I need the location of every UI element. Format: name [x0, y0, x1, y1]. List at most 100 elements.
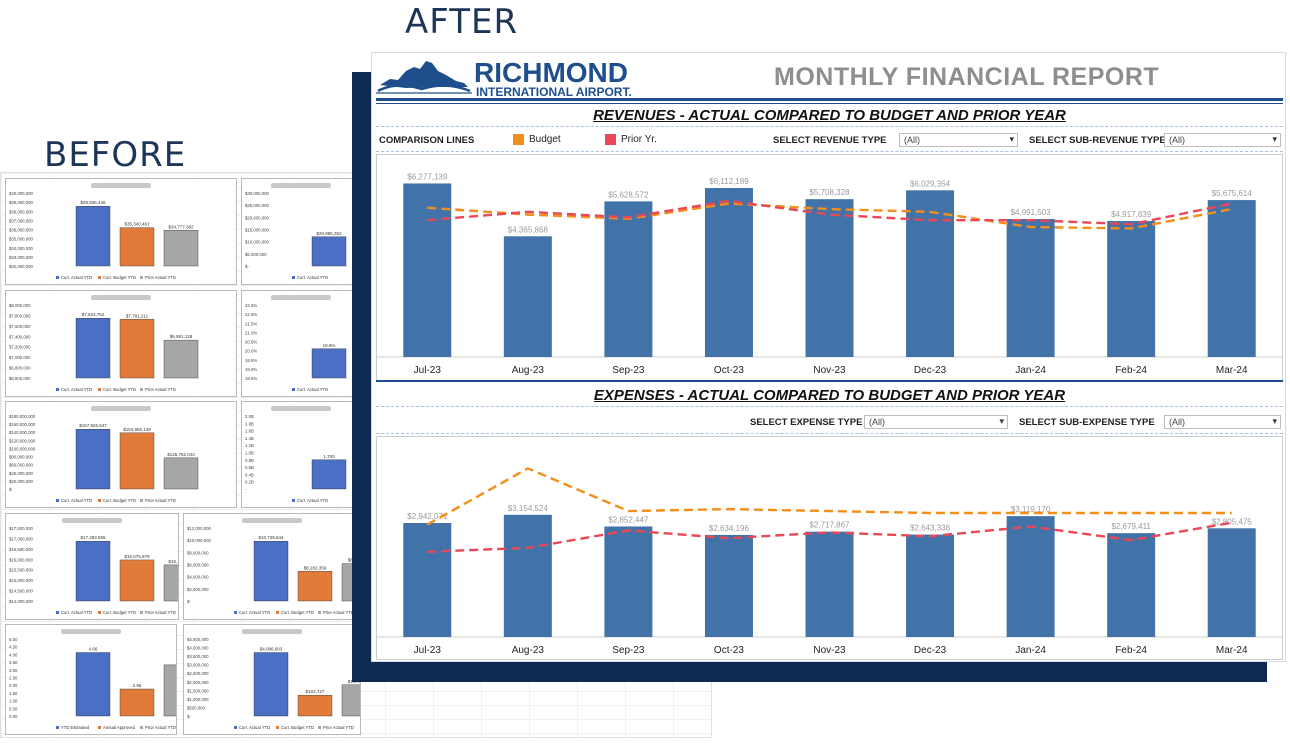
before-bar-label: $8,282,359 — [304, 565, 327, 570]
report-title: MONTHLY FINANCIAL REPORT — [774, 63, 1160, 91]
before-bar-label: 1,700 — [323, 454, 335, 459]
blurred-title — [61, 629, 121, 634]
before-bar-label: $7,781,211 — [126, 313, 149, 318]
blurred-title — [271, 183, 331, 188]
before-bar — [341, 684, 360, 717]
before-y-tick: $7,800,000 — [9, 313, 31, 318]
before-bar — [163, 664, 176, 717]
before-y-tick: $180,000,000 — [9, 414, 36, 419]
before-bar — [311, 348, 347, 379]
before-bar-label: $10,729,644 — [258, 535, 284, 540]
before-bar-label: 2.95 — [133, 683, 142, 688]
before-legend-label: Curr. Actual YTD — [239, 610, 270, 615]
before-legend-swatch — [56, 499, 59, 502]
before-y-tick: 20.0% — [245, 349, 257, 354]
logo-subtitle: INTERNATIONAL AIRPORT. — [476, 85, 632, 99]
sub-revenue-type-dropdown[interactable]: (All) ▾ — [1164, 133, 1281, 147]
before-chart: 22.5% 22.0% 21.5% 21.0% 20.5% 20.0% 19.5% 19.0%… — [241, 290, 361, 397]
before-legend-label: Prior Actual YTD — [145, 725, 176, 730]
bar-label: $2,852,447 — [608, 515, 649, 524]
bar-label: $6,112,189 — [709, 177, 749, 186]
before-legend-label: Curr. Actual YTD — [61, 387, 92, 392]
revenues-title: REVENUES - ACTUAL COMPARED TO BUDGET AND… — [593, 107, 1066, 124]
x-tick-label: Dec-23 — [914, 645, 947, 656]
before-y-tick: $5,000,000 — [245, 252, 267, 257]
before-y-tick: $32,000,000 — [9, 264, 34, 269]
expense-type-dropdown[interactable]: (All) ▾ — [864, 415, 1008, 429]
before-y-tick: $40,000,000 — [9, 191, 34, 196]
revenues-chart: $6,277,139 Jul-23 $4,365,868 Aug-23 $5,628,5… — [377, 172, 1282, 376]
before-bar — [297, 694, 333, 717]
before-legend-label: Curr. Budget YTD — [281, 725, 314, 730]
chevron-down-icon: ▾ — [1009, 134, 1014, 144]
blurred-title — [62, 518, 122, 523]
before-bar — [163, 230, 199, 267]
before-y-tick: $34,000,000 — [9, 246, 34, 251]
before-y-tick: $15,500,000 — [9, 568, 34, 573]
before-legend-swatch — [98, 499, 101, 502]
revenue-type-value: (All) — [904, 135, 920, 145]
before-legend-swatch — [140, 726, 143, 729]
before-y-tick: $20,000,000 — [9, 479, 34, 484]
blurred-title — [242, 629, 302, 634]
before-bar-label: $15,122,381 — [168, 559, 178, 564]
before-y-tick: 2.50 — [9, 676, 18, 681]
before-y-tick: $140,000,000 — [9, 430, 36, 435]
before-y-tick: $12,000,000 — [187, 526, 212, 531]
x-tick-label: Sep-23 — [612, 645, 645, 656]
before-y-tick: 2.0B — [245, 414, 254, 419]
before-y-tick: $30,000,000 — [245, 191, 270, 196]
before-y-tick: 1.6B — [245, 429, 254, 434]
x-tick-label: Jul-23 — [414, 365, 442, 376]
expenses-chart-panel: $2,942,071 Jul-23 $3,154,524 Aug-23 $2,852,4… — [376, 436, 1283, 660]
before-legend-swatch — [318, 726, 321, 729]
x-tick-label: Nov-23 — [813, 365, 846, 376]
before-y-tick: 1.4B — [245, 436, 254, 441]
before-legend-label: Prior Actual YTD — [145, 275, 176, 280]
bar — [503, 514, 552, 637]
before-bar — [119, 432, 155, 490]
before-y-tick: $1,000,000 — [187, 697, 209, 702]
before-bar-label: $15,575,979 — [124, 554, 150, 559]
expenses-title: EXPENSES - ACTUAL COMPARED TO BUDGET AND… — [593, 387, 1066, 404]
header-rule — [376, 98, 1283, 101]
before-bar — [311, 459, 347, 490]
before-legend-swatch — [56, 611, 59, 614]
before-legend-label: Curr. Budget YTD — [103, 275, 136, 280]
x-tick-label: Aug-23 — [512, 645, 545, 656]
before-bar — [253, 652, 289, 717]
before-legend-swatch — [292, 276, 295, 279]
before-y-tick: $7,600,000 — [9, 324, 31, 329]
before-bar — [163, 564, 178, 602]
sub-expense-type-dropdown[interactable]: (All) ▾ — [1164, 415, 1281, 429]
bar-label: $2,805,475 — [1212, 517, 1253, 526]
revenue-type-dropdown[interactable]: (All) ▾ — [899, 133, 1018, 147]
before-bar-label: $126,752,043 — [167, 452, 195, 457]
before-y-tick: $10,000,000 — [187, 538, 212, 543]
before-y-tick: $- — [9, 487, 13, 492]
before-y-tick: - — [245, 487, 247, 492]
expenses-chart: $2,942,071 Jul-23 $3,154,524 Aug-23 $2,852,4… — [377, 467, 1282, 656]
before-bar-label: $102,727 — [306, 689, 325, 694]
x-tick-label: Aug-23 — [512, 365, 545, 376]
before-legend-swatch — [98, 726, 101, 729]
before-chart: $4,500,000 $4,000,000 $3,500,000 $3,000,000… — [183, 624, 361, 735]
before-y-tick: 19.5% — [245, 358, 257, 363]
before-legend-label: Prior Actual YTD — [145, 498, 176, 503]
divider — [376, 151, 1283, 152]
before-y-tick: $60,000,000 — [9, 463, 34, 468]
budget-line — [426, 467, 1232, 526]
before-legend-swatch — [234, 611, 237, 614]
bar-label: $2,942,071 — [407, 512, 448, 521]
bar-label: $3,154,524 — [508, 504, 549, 513]
before-bar — [311, 236, 347, 267]
bar-label: $4,991,503 — [1011, 208, 1052, 217]
bar — [403, 183, 452, 357]
before-y-tick: 0.8B — [245, 458, 254, 463]
sub-expense-type-value: (All) — [1169, 417, 1185, 427]
header-rule-thin — [376, 103, 1283, 104]
after-heading: AFTER — [405, 2, 519, 42]
bar — [906, 534, 955, 637]
before-y-tick: $2,000,000 — [187, 587, 209, 592]
bar-label: $2,717,867 — [809, 521, 850, 530]
